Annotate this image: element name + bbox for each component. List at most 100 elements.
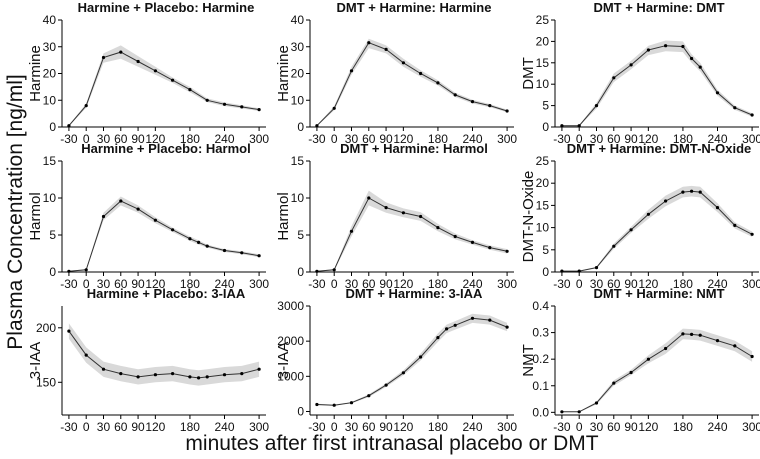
data-point	[750, 354, 754, 359]
x-tick-label: 0	[83, 277, 90, 291]
x-tick-label: 60	[607, 277, 621, 291]
x-tick-label: 0	[331, 277, 338, 291]
panel-ylabel: Harmol	[275, 192, 292, 240]
data-point	[453, 93, 457, 97]
data-point	[646, 48, 651, 52]
panel-6: DMT + Harmine: DMT-N-Oxide DMT-N-Oxide 0 5 1…	[520, 141, 760, 291]
x-tick-label: 300	[249, 132, 269, 146]
x-tick-label: 90	[624, 132, 638, 146]
confidence-band	[561, 185, 753, 272]
panel-title: Harmine + Placebo: Harmine	[78, 0, 255, 15]
data-point	[136, 59, 140, 64]
x-tick-label: 90	[379, 277, 393, 291]
y-tick-label: 0	[49, 120, 56, 134]
panel-title: DMT + Harmine: Harmol	[340, 141, 488, 156]
panel-3: DMT + Harmine: DMT DMT 0 5 10 15 20 25 -30 0 30 60 9…	[520, 0, 760, 146]
data-point	[332, 268, 336, 272]
x-tick-label: 180	[673, 420, 693, 434]
data-point	[612, 381, 616, 385]
x-tick-label: 0	[83, 132, 90, 146]
panel-9: DMT + Harmine: NMT NMT 0.0 0.1 0.2 0.3 0.4 -30 0…	[520, 286, 760, 434]
x-tick-label: 60	[114, 420, 128, 434]
data-point	[384, 47, 388, 52]
y-tick-label: 5	[49, 228, 56, 242]
data-point	[698, 333, 702, 337]
data-point	[349, 401, 354, 405]
x-tick-label: 180	[180, 420, 200, 434]
data-point	[505, 109, 509, 113]
y-tick-label: 10	[291, 191, 305, 205]
panel-5: DMT + Harmine: Harmol Harmol 0 5 10 15 -30 0 30 6…	[275, 141, 517, 291]
data-point	[715, 91, 720, 95]
data-point	[715, 339, 720, 343]
data-point	[664, 44, 668, 48]
data-point	[733, 344, 737, 348]
panel-ylabel: NMT	[520, 344, 537, 377]
x-tick-label: 240	[462, 420, 482, 434]
x-tick-label: 0	[83, 420, 90, 434]
data-point	[681, 332, 685, 336]
x-tick-label: 240	[707, 420, 727, 434]
data-point	[750, 113, 754, 117]
x-tick-label: -30	[553, 277, 571, 291]
data-point	[171, 372, 175, 376]
panel-1: Harmine + Placebo: Harmine Harmine 0 10 20 30…	[27, 0, 269, 146]
data-point	[419, 355, 423, 359]
x-tick-label: -30	[308, 420, 326, 434]
data-point	[470, 240, 475, 244]
x-tick-label: 90	[379, 420, 393, 434]
data-point	[171, 78, 175, 82]
panel-ylabel: Harmine	[275, 45, 292, 102]
data-point	[367, 196, 371, 200]
x-tick-label: 30	[97, 132, 111, 146]
x-tick-label: 30	[97, 277, 111, 291]
x-tick-label: 0	[576, 420, 583, 434]
y-tick-label: 20	[43, 67, 57, 81]
y-tick-label: 1000	[277, 369, 304, 383]
y-tick-label: 15	[291, 154, 305, 168]
panel-ylabel: DMT	[520, 57, 537, 90]
x-tick-label: 90	[624, 420, 638, 434]
panel-2: DMT + Harmine: Harmine Harmine 0 10 20 30 40 -3…	[275, 0, 517, 146]
y-tick-label: 30	[43, 40, 57, 54]
y-tick-label: 15	[536, 56, 550, 70]
data-point	[240, 251, 244, 255]
data-point	[419, 71, 423, 76]
y-tick-label: 0.2	[532, 352, 549, 366]
x-tick-label: 180	[673, 277, 693, 291]
y-tick-label: 0	[49, 265, 56, 279]
x-tick-label: 180	[180, 132, 200, 146]
data-point	[612, 76, 616, 80]
data-point	[488, 318, 492, 322]
x-tick-label: 120	[393, 420, 413, 434]
data-point	[594, 401, 599, 405]
y-tick-label: 0.3	[532, 326, 549, 340]
x-tick-label: -30	[60, 420, 78, 434]
x-tick-label: 120	[145, 132, 165, 146]
y-tick-label: 10	[536, 77, 550, 91]
x-tick-label: 90	[131, 277, 145, 291]
confidence-band	[68, 323, 260, 386]
x-tick-label: 30	[590, 277, 604, 291]
x-tick-label: 60	[114, 277, 128, 291]
x-tick-label: 0	[331, 420, 338, 434]
confidence-band	[316, 38, 508, 127]
x-tick-label: 120	[638, 277, 658, 291]
x-tick-label: 0	[331, 132, 338, 146]
series-line	[316, 317, 508, 406]
y-tick-label: 10	[291, 93, 305, 107]
y-tick-label: 20	[536, 34, 550, 48]
data-point	[222, 248, 227, 253]
panel-title: DMT + Harmine: NMT	[593, 286, 724, 301]
x-tick-label: 300	[497, 277, 517, 291]
panel-title: DMT + Harmine: DMT-N-Oxide	[567, 141, 752, 156]
data-point	[197, 240, 201, 244]
data-point	[84, 268, 88, 272]
data-point	[367, 394, 371, 398]
data-point	[681, 44, 685, 49]
confidence-band	[316, 190, 508, 272]
global-ylabel: Plasma Concentration [ng/ml]	[4, 74, 27, 349]
y-tick-label: 0	[297, 120, 304, 134]
panel-title: DMT + Harmine: 3-IAA	[346, 286, 483, 301]
